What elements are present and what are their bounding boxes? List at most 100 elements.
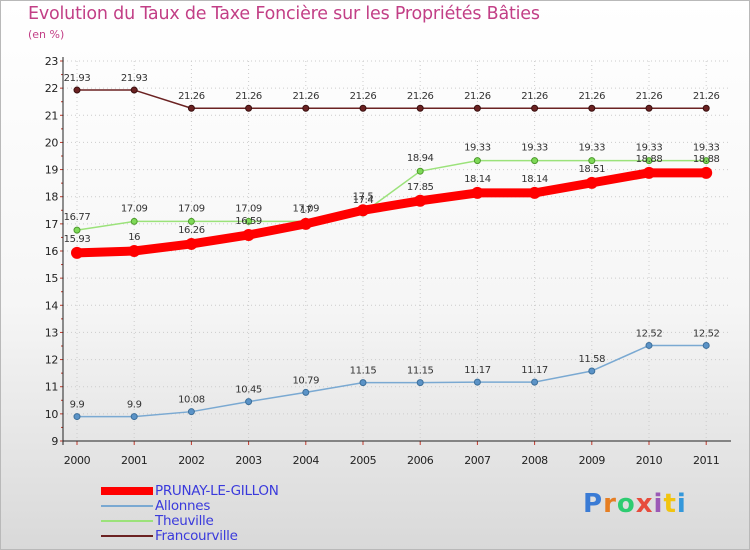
logo-letter: i xyxy=(676,489,687,519)
point-francourville-2011 xyxy=(702,104,710,112)
logo-letter: x xyxy=(635,489,654,519)
y-tick-label-10: 10 xyxy=(45,408,59,421)
data-label-prunay-le-gillon-2004: 17 xyxy=(300,205,312,216)
point-allonnes-2005 xyxy=(359,379,367,387)
data-label-theuville-2004: 17.09 xyxy=(292,203,319,214)
data-label-francourville-2008: 21.26 xyxy=(521,91,548,102)
series-line-theuville xyxy=(76,159,707,231)
data-label-allonnes-2005: 11.15 xyxy=(350,366,377,377)
point-prunay-le-gillon-2003 xyxy=(242,228,255,241)
legend-swatch-allonnes xyxy=(101,505,153,507)
series-line-prunay-le-gillon xyxy=(72,168,711,258)
point-francourville-2005 xyxy=(359,104,367,112)
data-label-prunay-le-gillon-2003: 16.59 xyxy=(235,216,262,227)
proxiti-logo: Proxiti xyxy=(583,489,687,519)
legend-swatch-francourville xyxy=(101,535,153,537)
data-label-allonnes-2003: 10.45 xyxy=(235,385,262,396)
data-label-allonnes-2010: 12.52 xyxy=(636,328,663,339)
point-prunay-le-gillon-2004 xyxy=(299,217,312,230)
point-prunay-le-gillon-2009 xyxy=(585,176,598,189)
point-prunay-le-gillon-2008 xyxy=(528,186,541,199)
legend-swatch-theuville xyxy=(101,520,153,522)
legend-label-francourville: Francourville xyxy=(155,528,238,544)
data-label-theuville-2001: 17.09 xyxy=(121,203,148,214)
data-label-prunay-le-gillon-2001: 16 xyxy=(128,232,140,243)
data-label-prunay-le-gillon-2007: 18.14 xyxy=(464,174,491,185)
y-tick-label-16: 16 xyxy=(45,245,59,258)
data-label-theuville-2007: 19.33 xyxy=(464,143,491,154)
data-label-prunay-le-gillon-2009: 18.51 xyxy=(578,164,605,175)
data-label-prunay-le-gillon-2006: 17.85 xyxy=(407,182,434,193)
chart-title: Evolution du Taux de Taxe Foncière sur l… xyxy=(28,4,540,24)
data-label-allonnes-2007: 11.17 xyxy=(464,365,491,376)
series-line-allonnes xyxy=(76,344,707,418)
legend-label-theuville: Theuville xyxy=(155,513,214,529)
data-label-francourville-2009: 21.26 xyxy=(578,91,605,102)
point-allonnes-2003 xyxy=(245,398,253,406)
point-theuville-2001 xyxy=(130,217,138,225)
point-allonnes-2002 xyxy=(187,408,195,416)
logo-letter: o xyxy=(616,489,636,519)
x-tick-label-2011: 2011 xyxy=(693,454,719,467)
data-label-francourville-2001: 21.93 xyxy=(121,73,148,84)
y-tick-label-14: 14 xyxy=(45,299,59,312)
point-francourville-2004 xyxy=(302,104,310,112)
point-theuville-2003 xyxy=(245,217,253,225)
data-label-francourville-2007: 21.26 xyxy=(464,91,491,102)
x-tick-label-2000: 2000 xyxy=(64,454,91,467)
x-tick-label-2001: 2001 xyxy=(121,454,147,467)
point-allonnes-2001 xyxy=(130,413,138,421)
point-allonnes-2007 xyxy=(473,378,481,386)
series-line-francourville xyxy=(76,89,707,109)
point-allonnes-2000 xyxy=(73,413,81,421)
data-label-allonnes-2001: 9.9 xyxy=(127,400,142,411)
data-label-allonnes-2009: 11.58 xyxy=(578,354,605,365)
x-tick-label-2007: 2007 xyxy=(464,454,491,467)
y-tick-label-18: 18 xyxy=(45,191,59,204)
x-tick-label-2005: 2005 xyxy=(350,454,377,467)
data-label-allonnes-2011: 12.52 xyxy=(693,328,720,339)
data-label-theuville-2000: 16.77 xyxy=(64,212,91,223)
data-label-theuville-2003: 17.09 xyxy=(235,203,262,214)
data-label-allonnes-2008: 11.17 xyxy=(521,365,548,376)
data-label-francourville-2005: 21.26 xyxy=(350,91,377,102)
x-tick-label-2006: 2006 xyxy=(407,454,434,467)
point-francourville-2003 xyxy=(245,104,253,112)
logo-letter: P xyxy=(583,489,604,519)
y-tick-label-20: 20 xyxy=(45,136,59,149)
y-tick-label-17: 17 xyxy=(45,218,59,231)
y-tick-label-22: 22 xyxy=(45,82,58,95)
point-prunay-le-gillon-2000 xyxy=(71,246,83,259)
point-theuville-2011 xyxy=(702,157,710,165)
y-tick-label-9: 9 xyxy=(51,435,58,448)
point-allonnes-2011 xyxy=(702,341,710,349)
point-theuville-2002 xyxy=(187,217,195,225)
point-theuville-2009 xyxy=(588,157,596,165)
logo-letter: r xyxy=(603,489,617,519)
point-allonnes-2006 xyxy=(416,379,424,387)
point-francourville-2010 xyxy=(645,104,653,112)
data-label-theuville-2002: 17.09 xyxy=(178,203,205,214)
data-label-theuville-2008: 19.33 xyxy=(521,143,548,154)
point-theuville-2007 xyxy=(473,157,481,165)
data-label-allonnes-2006: 11.15 xyxy=(407,366,434,377)
data-label-theuville-2005: 17.4 xyxy=(353,195,374,206)
point-theuville-2000 xyxy=(73,226,81,234)
y-tick-label-11: 11 xyxy=(45,381,58,394)
data-label-prunay-le-gillon-2002: 16.26 xyxy=(178,225,205,236)
data-label-francourville-2011: 21.26 xyxy=(693,91,720,102)
y-tick-label-12: 12 xyxy=(45,354,58,367)
point-theuville-2010 xyxy=(645,157,653,165)
point-theuville-2008 xyxy=(531,157,539,165)
x-tick-label-2003: 2003 xyxy=(235,454,262,467)
point-prunay-le-gillon-2001 xyxy=(128,245,141,257)
data-label-allonnes-2002: 10.08 xyxy=(178,395,205,406)
point-prunay-le-gillon-2002 xyxy=(185,237,198,250)
data-label-francourville-2006: 21.26 xyxy=(407,91,434,102)
y-tick-label-19: 19 xyxy=(45,164,59,177)
point-francourville-2009 xyxy=(588,104,596,112)
data-label-allonnes-2000: 9.9 xyxy=(70,400,85,411)
y-tick-label-21: 21 xyxy=(45,109,58,122)
x-tick-label-2002: 2002 xyxy=(178,454,204,467)
